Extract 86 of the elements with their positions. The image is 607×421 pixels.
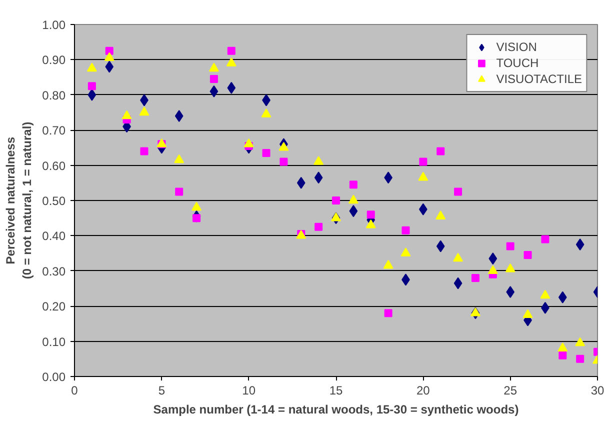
point — [175, 188, 184, 196]
x-tick-label: 30 — [590, 384, 604, 398]
y-tick-label: 0.00 — [42, 370, 66, 384]
y-tick-label: 0.70 — [42, 124, 66, 138]
x-tick-label: 20 — [416, 384, 430, 398]
point — [366, 219, 376, 228]
point — [208, 62, 219, 72]
point — [384, 309, 392, 318]
point — [470, 307, 480, 316]
point — [192, 202, 202, 211]
point — [402, 226, 410, 234]
point — [558, 351, 567, 360]
point — [104, 52, 114, 62]
y-tick-label: 0.90 — [42, 53, 66, 68]
point — [86, 62, 97, 72]
point — [506, 242, 514, 250]
point — [280, 158, 288, 166]
y-tick-label: 0.50 — [42, 194, 66, 208]
point — [331, 212, 341, 222]
point — [418, 172, 428, 181]
point — [576, 354, 584, 363]
point — [488, 265, 498, 274]
point — [366, 210, 375, 219]
legend-label: VISION — [496, 39, 537, 55]
point — [436, 240, 445, 252]
point — [541, 235, 550, 244]
point — [105, 46, 114, 55]
point — [505, 263, 516, 272]
point — [88, 88, 96, 101]
point — [332, 196, 340, 204]
x-tick-label: 25 — [504, 384, 518, 398]
x-tick-label: 5 — [158, 384, 166, 398]
point — [576, 238, 584, 250]
point — [122, 110, 132, 120]
y-tick-label: 0.60 — [42, 158, 66, 173]
x-tick-label: 10 — [242, 384, 256, 398]
point — [314, 156, 324, 165]
point — [558, 291, 567, 304]
y-axis-title: Perceived naturalness (0 = not natural, 1 = natural) — [3, 122, 34, 280]
point — [383, 260, 394, 269]
point — [349, 205, 358, 218]
point — [88, 82, 96, 90]
point — [314, 172, 323, 184]
point — [105, 60, 114, 73]
y-tick-label: 0.80 — [42, 88, 66, 102]
point — [314, 222, 323, 231]
point — [278, 142, 289, 151]
point — [488, 252, 498, 265]
point — [140, 147, 148, 156]
point — [540, 290, 550, 299]
point — [558, 342, 568, 352]
point — [174, 154, 184, 164]
point — [575, 337, 586, 346]
point — [174, 110, 184, 122]
point — [226, 58, 236, 66]
point — [454, 188, 462, 196]
point — [261, 108, 272, 118]
point — [349, 180, 358, 189]
point — [453, 252, 464, 262]
y-tick-label: 1.00 — [42, 18, 66, 32]
y-tick-label: 0.10 — [42, 334, 66, 349]
point — [471, 274, 480, 282]
point — [524, 251, 532, 260]
x-tick-label: 0 — [71, 384, 78, 398]
y-tick-label: 0.40 — [42, 229, 66, 244]
point — [454, 277, 462, 290]
legend-label: VISUOTACTILE — [496, 71, 582, 87]
x-axis-title: Sample number (1-14 = natural woods, 15-30 = synthetic woods) — [153, 402, 519, 416]
point — [210, 85, 218, 98]
point — [419, 158, 428, 166]
y-tick-label: 0.20 — [42, 300, 66, 314]
point — [522, 309, 533, 318]
point — [227, 82, 236, 94]
point — [436, 210, 446, 220]
point — [400, 248, 411, 256]
point — [139, 106, 150, 116]
point — [296, 176, 306, 189]
point — [436, 147, 445, 156]
point — [227, 46, 236, 55]
point — [244, 138, 254, 148]
y-tick-label: 0.30 — [42, 264, 66, 278]
x-tick-label: 15 — [329, 384, 343, 398]
point — [348, 194, 358, 204]
point — [262, 148, 270, 157]
point — [210, 75, 218, 84]
legend-label: TOUCH — [496, 55, 539, 71]
